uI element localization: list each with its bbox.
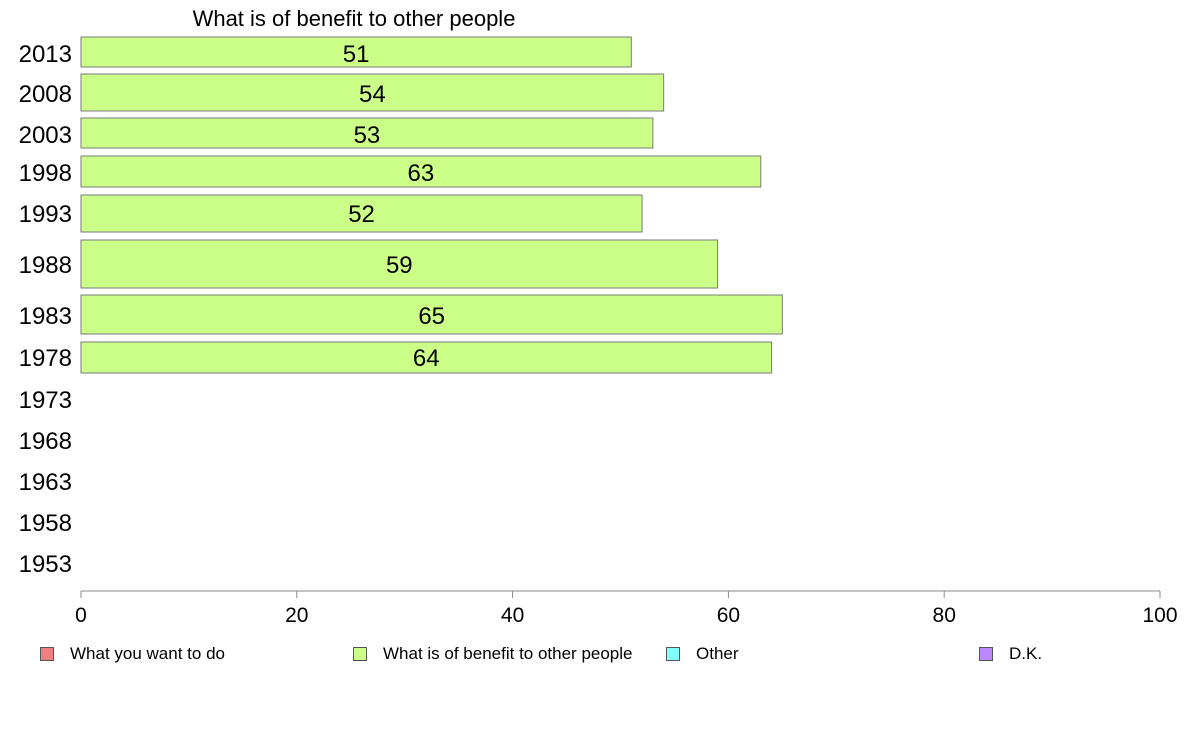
legend-item-benefit: What is of benefit to other people [353,644,633,664]
x-tick-label: 20 [285,604,308,627]
y-tick-label: 2008 [19,81,72,108]
bar-value-label: 65 [418,303,445,330]
x-tick-label: 100 [1142,604,1177,627]
x-tick-label: 80 [933,604,956,627]
bar-value-label: 59 [386,252,413,279]
bar-value-label: 63 [408,160,435,187]
bar-value-label: 53 [354,122,381,149]
y-axis-labels: 2013 2008 2003 1998 1993 1988 1983 1978 1973 1968… [19,41,72,578]
bar-value-label: 51 [343,41,370,68]
x-axis: 0 20 40 60 80 100 [75,590,1178,627]
legend-item-dk: D.K. [979,644,1042,664]
legend: What you want to do What is of benefit t… [0,644,1188,668]
y-tick-label: 1998 [19,160,72,187]
bars-group [80,36,783,374]
legend-item-want: What you want to do [40,644,225,664]
bar-chart: What is of benefit to other people 20132… [19,6,1178,627]
y-tick-label: 1973 [19,387,72,414]
y-tick-label: 1983 [19,303,72,330]
y-tick-label: 1978 [19,345,72,372]
y-tick-label: 1953 [19,551,72,578]
y-tick-label: 2003 [19,122,72,149]
bar [80,36,632,68]
y-tick-label: 1968 [19,428,72,455]
bar [80,194,643,233]
legend-swatch-dk [979,647,993,661]
legend-label-dk: D.K. [1009,644,1043,663]
y-tick-label: 1963 [19,469,72,496]
y-tick-label: 2013 [19,41,72,68]
bar-value-label: 52 [348,201,375,228]
bar [80,341,773,374]
legend-swatch-benefit [353,647,367,661]
legend-swatch-want [40,647,54,661]
x-tick-label: 40 [501,604,524,627]
x-tick-label: 60 [717,604,740,627]
legend-swatch-other [666,647,680,661]
bar [80,73,665,112]
bar [80,155,762,188]
y-tick-label: 1993 [19,201,72,228]
legend-item-other: Other [666,644,739,664]
y-tick-label: 1958 [19,510,72,537]
bar [80,239,719,289]
y-tick-label: 1988 [19,252,72,279]
x-tick-label: 0 [75,604,87,627]
legend-label-other: Other [696,644,739,663]
legend-label-benefit: What is of benefit to other people [383,644,633,663]
legend-label-want: What you want to do [70,644,225,663]
bar [80,294,783,335]
bar-value-label: 54 [359,81,386,108]
bar [80,117,654,149]
chart-title: What is of benefit to other people [193,6,516,31]
bar-value-label: 64 [413,345,440,372]
